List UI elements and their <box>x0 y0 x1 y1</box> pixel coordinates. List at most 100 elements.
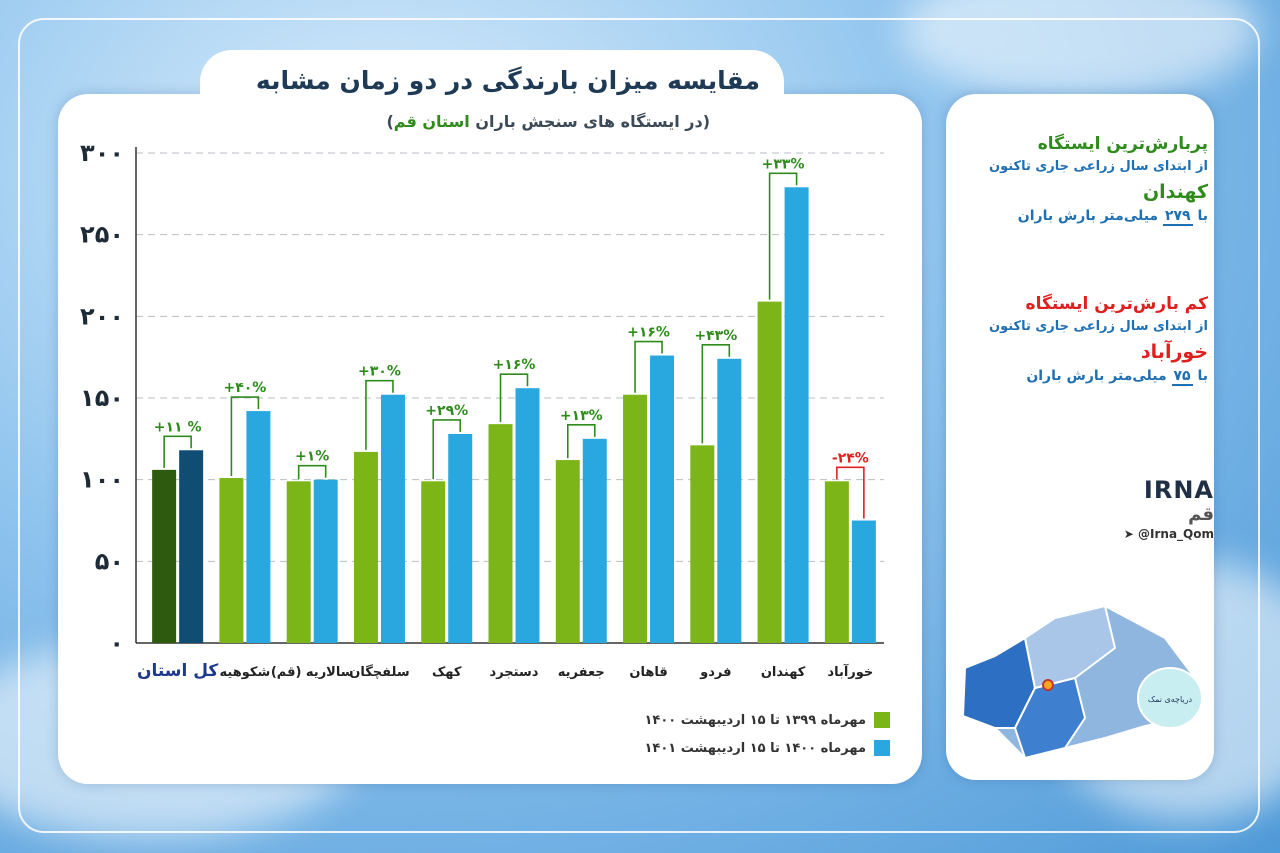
bar-series-2 <box>717 358 742 643</box>
x-category-label: کل استان <box>137 661 218 681</box>
max-station-name: کهندان <box>1142 181 1208 203</box>
max-heading: پربارش‌ترین ایستگاه <box>1037 134 1208 154</box>
social-handle: ➤ @Irna_Qom <box>1104 527 1214 541</box>
bar-series-2 <box>851 520 876 643</box>
bar-series-1 <box>152 469 177 643</box>
min-amount: با ۷۵ میلی‌متر بارش باران <box>958 368 1208 386</box>
logo-mark: IRNA <box>1143 476 1214 504</box>
x-category-label: دستجرد <box>490 665 539 680</box>
legend: مهرماه ۱۳۹۹ تا ۱۵ اردیبهشت ۱۴۰۰ مهرماه ۱… <box>610 706 890 762</box>
x-category-label: فردو <box>699 665 731 680</box>
bar-series-2 <box>582 438 607 643</box>
page-title: مقایسه میزان بارندگی در دو زمان مشابه <box>255 66 760 95</box>
irna-logo: IRNA قم ➤ @Irna_Qom <box>1104 476 1214 541</box>
change-bracket <box>365 379 394 450</box>
x-category-label: کهک <box>432 665 462 680</box>
max-value: ۲۷۹ <box>1162 208 1193 226</box>
bar-series-1 <box>824 481 849 643</box>
outer-frame <box>18 18 1260 833</box>
change-label: -۲۴% <box>832 450 869 466</box>
max-subheading: از ابتدای سال زراعی جاری تاکنون <box>988 159 1208 174</box>
title-tab <box>200 50 784 140</box>
min-station-name: خورآباد <box>1140 341 1208 363</box>
bar-series-2 <box>179 450 204 643</box>
max-prefix: با <box>1197 208 1208 224</box>
max-amount: با ۲۷۹ میلی‌متر بارش باران <box>958 208 1208 226</box>
max-suffix: میلی‌متر بارش باران <box>1017 208 1159 224</box>
subtitle-suffix: ) <box>386 112 394 131</box>
province-map: دریاچه‌ی نمک <box>961 604 1203 760</box>
change-label: +۱۶% <box>627 325 670 341</box>
bar-series-2 <box>448 433 473 643</box>
bar-series-2 <box>380 394 405 643</box>
bar-series-1 <box>488 424 513 643</box>
legend-label: مهرماه ۱۳۹۹ تا ۱۵ اردیبهشت ۱۴۰۰ <box>644 712 867 728</box>
bar-series-1 <box>353 451 378 643</box>
change-bracket <box>768 172 798 300</box>
qom-city-marker <box>1042 679 1054 691</box>
subtitle-prefix: (در ایستگاه های سنجش باران <box>475 112 710 131</box>
change-bracket <box>230 396 260 477</box>
change-bracket <box>163 435 192 468</box>
bar-series-1 <box>219 478 244 643</box>
map-region <box>1023 604 1117 690</box>
bar-series-1 <box>623 394 648 643</box>
y-tick-label: ۵۰ <box>95 547 124 575</box>
change-label: +۴۳% <box>694 328 737 344</box>
bar-series-2 <box>246 411 271 643</box>
telegram-icon: ➤ <box>1123 527 1134 541</box>
map-label: دریاچه‌ی نمک <box>1148 695 1193 704</box>
change-bracket <box>566 424 596 459</box>
legend-swatch <box>874 740 890 756</box>
x-category-label: کهندان <box>761 665 806 680</box>
bar-series-2 <box>650 355 675 643</box>
bar-series-1 <box>555 460 580 643</box>
change-label: +۳۰% <box>358 364 401 380</box>
change-label: +۲۹% <box>425 403 468 419</box>
bar-series-2 <box>515 388 540 643</box>
bar-series-2 <box>313 479 338 643</box>
change-label: +۳۳% <box>762 156 805 172</box>
change-label: +۴۰% <box>223 380 266 396</box>
max-station-block: پربارش‌ترین ایستگاه از ابتدای سال زراعی … <box>958 134 1208 226</box>
change-label: +۱۱ % <box>154 419 202 435</box>
page-subtitle: (در ایستگاه های سنجش باران استان قم) <box>200 112 710 131</box>
x-category-label: قاهان <box>629 665 667 680</box>
min-heading: کم بارش‌ترین ایستگاه <box>1025 294 1208 314</box>
min-station-block: کم بارش‌ترین ایستگاه از ابتدای سال زراعی… <box>958 294 1208 386</box>
change-bracket <box>499 373 529 423</box>
legend-swatch <box>874 712 890 728</box>
min-prefix: با <box>1197 368 1208 384</box>
change-bracket <box>634 340 663 393</box>
legend-item: مهرماه ۱۴۰۰ تا ۱۵ اردیبهشت ۱۴۰۱ <box>610 734 890 762</box>
change-label: +۱% <box>295 449 329 465</box>
change-bracket <box>297 464 327 480</box>
min-value: ۷۵ <box>1171 368 1193 386</box>
change-bracket <box>432 419 462 480</box>
change-bracket <box>701 343 731 444</box>
rainfall-bar-chart: ۰ ۵۰ ۱۰۰ ۱۵۰ ۲۰۰ ۲۵۰ ۳۰۰ +۱۱ % کل استان +۴۰% شکوهی… <box>80 139 884 681</box>
bar-series-1 <box>690 445 715 643</box>
y-tick-label: ۱۰۰ <box>80 466 124 494</box>
subtitle-highlight: استان قم <box>393 112 470 131</box>
x-category-label: شکوهیه <box>220 665 271 680</box>
y-tick-label: ۱۵۰ <box>80 384 124 412</box>
salt-lake-shape <box>1137 667 1203 729</box>
legend-label: مهرماه ۱۴۰۰ تا ۱۵ اردیبهشت ۱۴۰۱ <box>644 740 867 756</box>
y-tick-label: ۰ <box>109 629 124 657</box>
y-tick-label: ۲۰۰ <box>80 302 124 330</box>
min-suffix: میلی‌متر بارش باران <box>1026 368 1167 384</box>
y-tick-label: ۲۵۰ <box>80 221 124 249</box>
bar-series-1 <box>286 481 311 643</box>
change-label: +۱۶% <box>493 357 536 373</box>
y-tick-label: ۳۰۰ <box>80 139 124 167</box>
change-label: +۱۳% <box>560 408 603 424</box>
change-bracket <box>836 466 865 519</box>
legend-item: مهرماه ۱۳۹۹ تا ۱۵ اردیبهشت ۱۴۰۰ <box>610 706 890 734</box>
x-category-label: سلفچگان <box>349 664 409 680</box>
bar-series-1 <box>757 301 782 643</box>
logo-city: قم <box>1188 504 1214 525</box>
min-subheading: از ابتدای سال زراعی جاری تاکنون <box>988 319 1208 334</box>
x-category-label: جعفریه <box>558 665 605 680</box>
x-category-label: سالاریه (قم) <box>271 665 354 680</box>
